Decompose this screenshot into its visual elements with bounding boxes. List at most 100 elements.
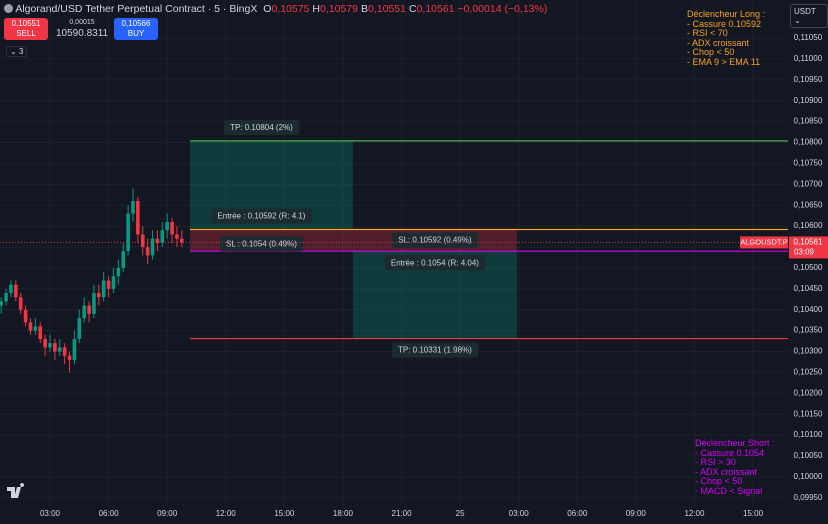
x-tick-label: 09:00 <box>157 509 178 518</box>
note-line: - Chop < 50 <box>695 476 743 486</box>
y-tick-label: 0,10750 <box>794 159 823 168</box>
ohlc-key: H <box>312 3 321 15</box>
note-line: - MACD < Signal <box>695 485 763 496</box>
candle-body <box>175 234 179 239</box>
y-tick-label: 0,10000 <box>794 472 823 481</box>
candle-body <box>92 293 96 314</box>
candle-body <box>101 280 106 298</box>
candle-body <box>72 338 77 360</box>
short-note: Déclencheur Short :- Cassure 0.1054- RSI… <box>695 438 775 496</box>
label-box <box>384 255 486 271</box>
note-line: - RSI > 30 <box>695 457 736 467</box>
currency-button[interactable]: USDT ⌄ <box>790 4 828 28</box>
candle-body <box>165 221 169 231</box>
candle-body <box>97 293 101 298</box>
y-tick-label: 0,10500 <box>794 263 823 272</box>
x-tick-label: 06:00 <box>99 509 120 518</box>
x-tick-label: 15:00 <box>274 509 295 518</box>
ohlc-value: 0,10551 <box>368 3 406 15</box>
symbol-tag <box>740 236 788 249</box>
y-tick-label: 0,10850 <box>794 117 823 126</box>
position-label: SL : 0.1054 (0.49%) <box>220 236 304 252</box>
note-line: - EMA 9 > EMA 11 <box>687 56 761 67</box>
sell-label: SELL <box>16 29 36 38</box>
indicator-toggle[interactable]: ⌄ 3 <box>6 46 28 57</box>
x-tick-label: 09:00 <box>626 509 647 518</box>
y-tick-label: 0,10700 <box>794 179 823 188</box>
candle-body <box>0 301 3 306</box>
y-tick-label: 0,10950 <box>794 75 823 84</box>
label-text: TP: 0.10331 (1.98%) <box>398 346 472 355</box>
buy-button[interactable]: 0,10566 BUY <box>114 18 158 40</box>
candle-body <box>180 238 184 243</box>
position-label: Entrée : 0.10592 (R: 4.1) <box>211 208 312 224</box>
label-box <box>392 232 478 248</box>
indicator-count: 3 <box>18 47 24 56</box>
ohlc-value: 0,10575 <box>271 3 310 15</box>
candle-body <box>160 230 165 243</box>
candle-body <box>131 201 135 214</box>
label-text: Entrée : 0.10592 (R: 4.1) <box>217 212 305 221</box>
x-tick-label: 12:00 <box>684 509 705 518</box>
ohlc-key: O <box>263 3 272 15</box>
note-line: - Cassure 0.1054 <box>695 447 765 458</box>
candle-body <box>28 322 33 331</box>
label-text: SL: 0.10592 (0.49%) <box>398 236 472 245</box>
note-line: - Cassure 0.10592 <box>687 18 762 29</box>
logo <box>4 4 13 13</box>
currency: USDT <box>794 7 816 16</box>
y-tick-label: 0,11000 <box>794 54 823 63</box>
note-line: - ADX croissant <box>687 37 750 48</box>
x-tick-label: 18:00 <box>333 509 354 518</box>
candle-body <box>38 326 43 339</box>
y-tick-label: 0,10200 <box>794 388 823 397</box>
y-tick-label: 0,10900 <box>794 96 823 105</box>
note-line: Déclencheur Long : <box>687 9 766 19</box>
symbol-tag-text: ALGOUSDT.P <box>740 237 788 246</box>
note-line: - Chop < 50 <box>687 47 735 57</box>
order-info: 0,00015 10590.8311 <box>56 19 108 39</box>
quantity[interactable]: 10590.8311 <box>56 28 109 39</box>
spread: 0,00015 <box>69 19 95 26</box>
candle-body <box>106 280 111 289</box>
countdown: 03:09 <box>794 248 815 257</box>
ohlc-key: C <box>408 3 417 15</box>
note-line: Déclencheur Short : <box>695 438 775 448</box>
label-box <box>220 236 304 252</box>
candle-body <box>126 213 130 252</box>
ohlc-values: O0,10575 H0,10579 B0,10551 C0,10561 <box>260 3 454 15</box>
y-tick-label: 0,10800 <box>794 138 823 147</box>
candle-body <box>57 347 62 352</box>
candle-body <box>53 343 57 352</box>
candle-body <box>140 234 145 248</box>
candle-body <box>111 276 116 289</box>
change: −0,00014 (−0,13%) <box>457 3 548 15</box>
position-label: TP: 0.10804 (2%) <box>224 119 300 135</box>
candle-body <box>77 318 82 339</box>
tv-logo <box>7 483 25 498</box>
candle-body <box>145 247 150 256</box>
candle-body <box>170 221 174 235</box>
note-line: - RSI < 70 <box>687 28 728 38</box>
candle-body <box>48 343 52 348</box>
symbol-title: Algorand/USD Tether Perpetual Contract ·… <box>15 3 258 15</box>
x-tick-label: 25 <box>456 509 465 518</box>
y-tick-label: 0,10250 <box>794 368 823 377</box>
ohlc-value: 0,10579 <box>320 3 358 15</box>
label-box <box>391 342 479 358</box>
candle-body <box>43 338 47 348</box>
candle-body <box>9 284 13 294</box>
label-text: SL : 0.1054 (0.49%) <box>226 239 297 248</box>
candle-body <box>155 238 160 243</box>
price-tag-text: 0,10561 <box>794 238 823 247</box>
candle-body <box>14 284 18 298</box>
sell-button[interactable]: 0,10551 SELL <box>4 18 48 40</box>
price-tag <box>789 236 828 259</box>
y-tick-label: 0,09950 <box>794 493 823 502</box>
candle-body <box>116 267 121 277</box>
x-tick-label: 15:00 <box>743 509 764 518</box>
y-tick-label: 0,10650 <box>794 200 823 209</box>
y-tick-label: 0,10350 <box>794 326 823 335</box>
long-note: Déclencheur Long :- Cassure 0.10592- RSI… <box>687 9 766 67</box>
